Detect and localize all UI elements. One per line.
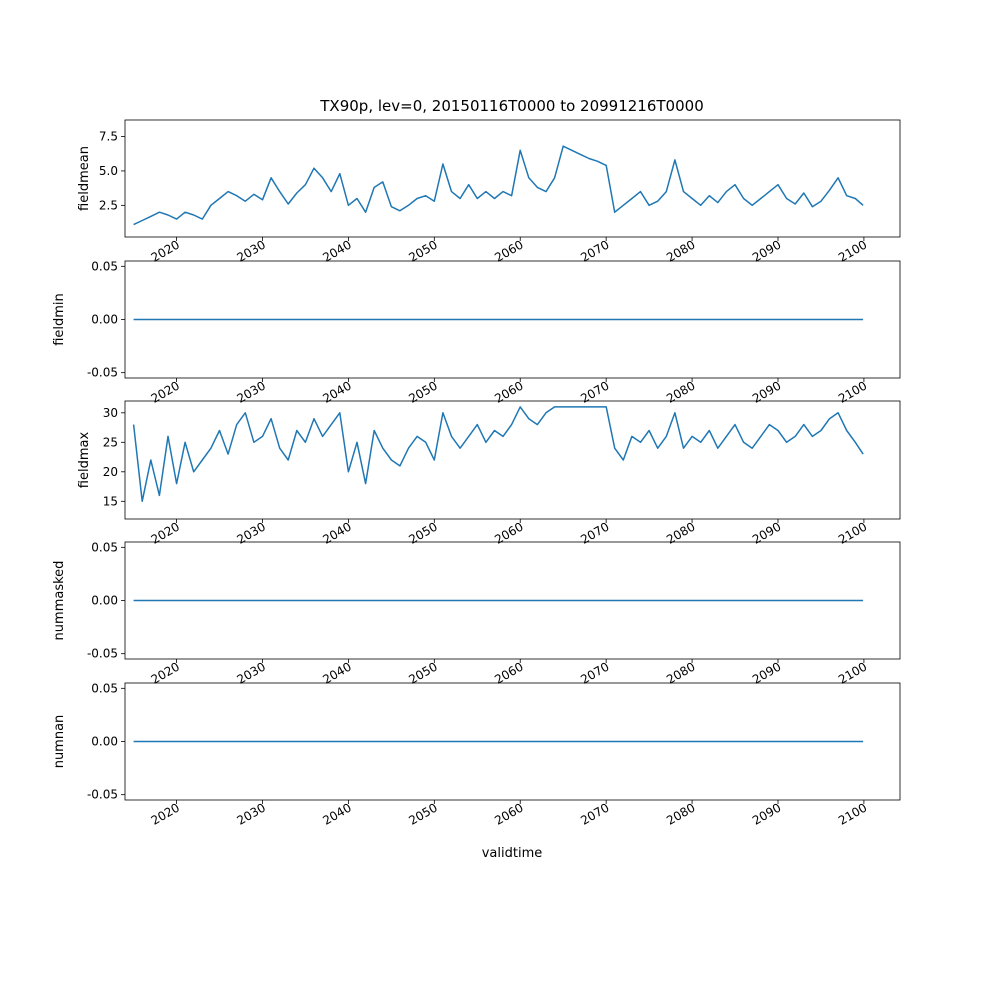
y-tick-label: 7.5 [99,130,118,144]
y-tick-label: 0.05 [91,540,118,554]
series-line-fieldmax [132,406,864,503]
axes-frame [124,119,901,238]
y-axis-label: fieldmin [52,293,67,346]
y-tick-label: 0.00 [91,594,118,608]
y-tick-label: 2.5 [99,198,118,212]
y-tick-label: 0.00 [91,735,118,749]
y-axis-label: fieldmean [77,146,92,211]
series-line-fieldmean [133,145,864,226]
y-axis-label: nummasked [52,561,67,641]
figure-title: TX90p, lev=0, 20150116T0000 to 20991216T… [319,97,703,115]
y-tick-label: 30 [103,406,118,420]
x-axis-label: validtime [482,846,543,861]
y-tick-label: 15 [103,494,118,508]
y-tick-label: 20 [103,465,118,479]
axes-frame [124,400,901,520]
y-tick-label: -0.05 [87,647,118,661]
y-axis-label: numnan [52,715,67,769]
y-tick-label: 0.00 [91,313,118,327]
y-tick-label: 5.0 [99,164,118,178]
y-axis-label: fieldmax [77,432,92,489]
y-tick-label: 0.05 [91,681,118,695]
y-tick-label: 25 [103,435,118,449]
y-tick-label: 0.05 [91,259,118,273]
y-tick-label: -0.05 [87,788,118,802]
y-tick-label: -0.05 [87,366,118,380]
